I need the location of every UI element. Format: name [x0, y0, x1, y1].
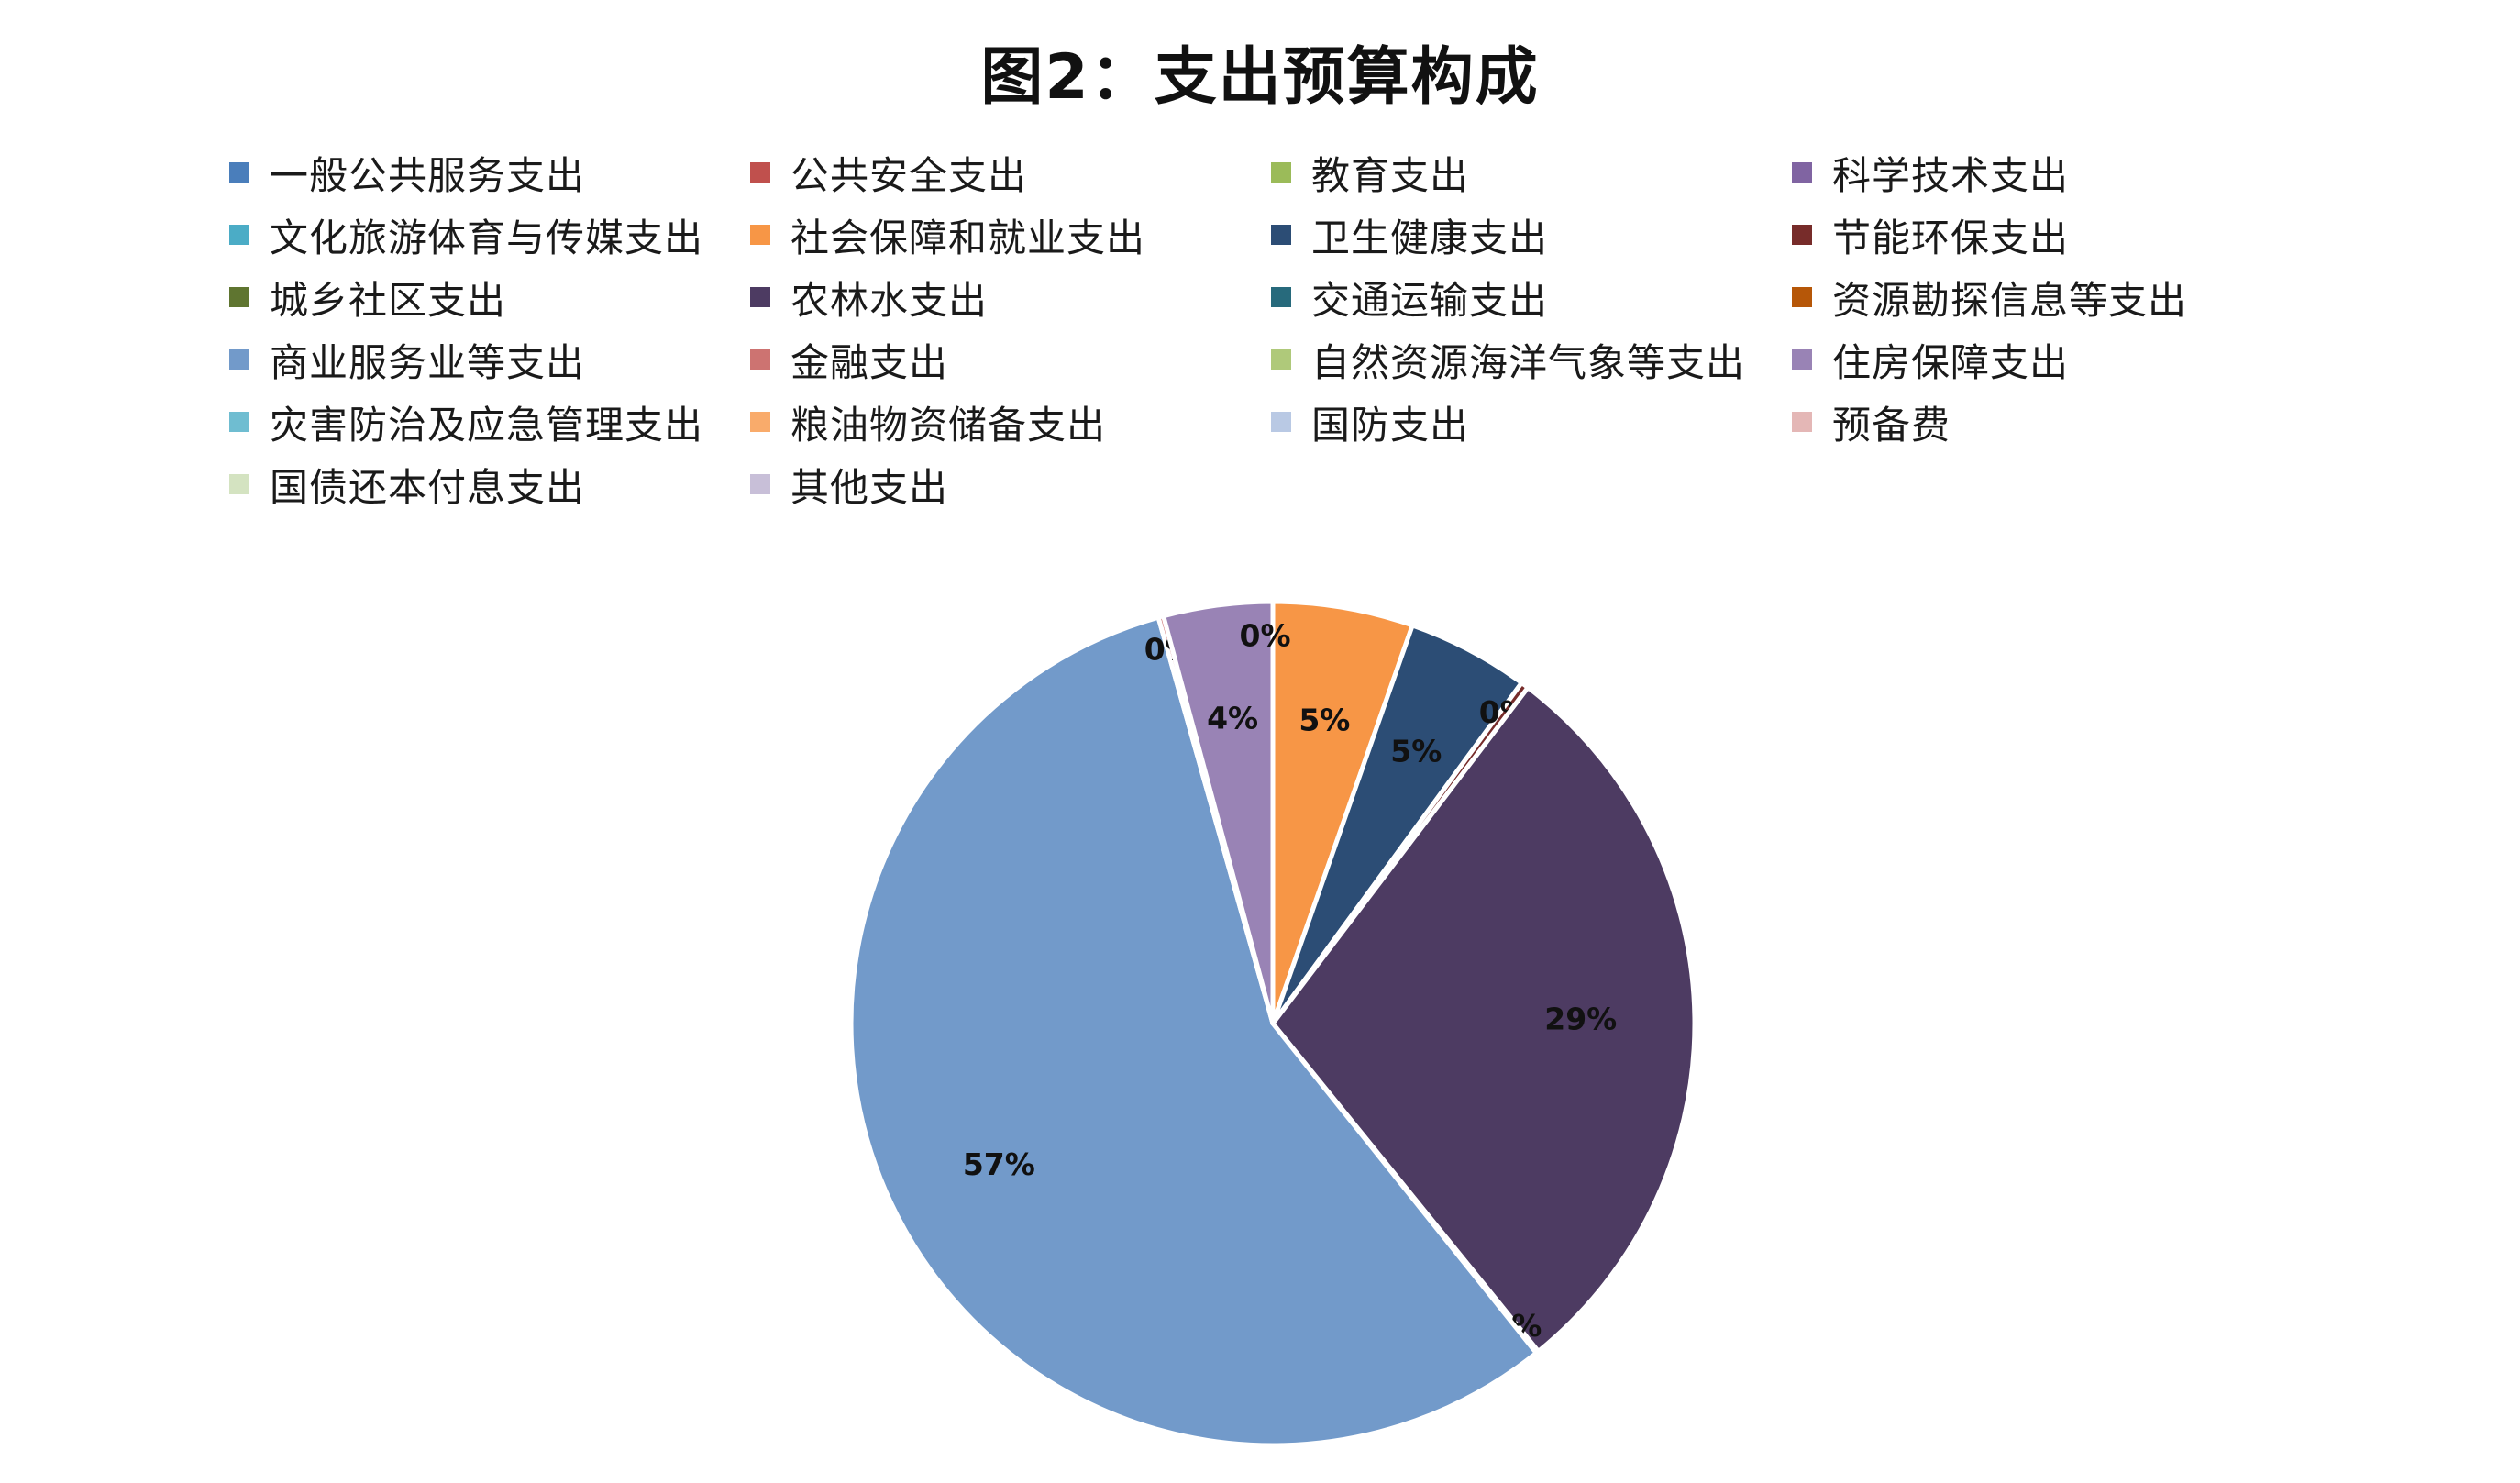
legend-label: 节能环保支出 [1832, 215, 2070, 260]
legend-swatch [1271, 162, 1291, 183]
legend-label: 卫生健康支出 [1311, 215, 1549, 260]
legend-swatch [229, 225, 249, 245]
legend-swatch [750, 225, 770, 245]
legend-swatch [1792, 225, 1812, 245]
legend-item: 住房保障支出 [1792, 334, 2069, 385]
legend-label: 教育支出 [1311, 152, 1470, 198]
legend-swatch [1271, 349, 1291, 370]
legend-item: 教育支出 [1271, 147, 1469, 198]
legend-label: 公共安全支出 [790, 152, 1028, 198]
legend-item: 灾害防治及应急管理支出 [229, 396, 703, 448]
pie-slice [1161, 599, 1276, 1026]
legend-swatch [750, 412, 770, 432]
legend-item: 公共安全支出 [750, 147, 1027, 198]
pie-slice [1270, 685, 1697, 1354]
legend-label: 资源勘探信息等支出 [1832, 277, 2188, 323]
legend-item: 交通运输支出 [1271, 271, 1548, 323]
legend-item: 国防支出 [1271, 396, 1469, 448]
legend-label: 科学技术支出 [1832, 152, 2070, 198]
legend-label: 灾害防治及应急管理支出 [270, 402, 704, 448]
legend-label: 自然资源海洋气象等支出 [1311, 339, 1746, 385]
legend-item: 城乡社区支出 [229, 271, 506, 323]
legend-swatch [229, 349, 249, 370]
legend-swatch [229, 162, 249, 183]
legend-item: 预备费 [1792, 396, 1951, 448]
legend-swatch [1792, 412, 1812, 432]
legend-swatch [1271, 412, 1291, 432]
pie-slice [848, 614, 1539, 1448]
data-label: 0% [1240, 617, 1291, 653]
legend-item: 文化旅游体育与传媒支出 [229, 209, 703, 260]
chart-title: 图2：支出预算构成 [980, 41, 1540, 114]
data-label: 29% [1544, 1001, 1617, 1036]
legend-item: 节能环保支出 [1792, 209, 2069, 260]
legend-item: 国债还本付息支出 [229, 459, 585, 510]
legend-item: 金融支出 [750, 334, 948, 385]
legend-swatch [750, 349, 770, 370]
legend-item: 商业服务业等支出 [229, 334, 585, 385]
data-label: 57% [963, 1146, 1035, 1182]
legend-label: 其他支出 [790, 464, 949, 510]
legend-label: 商业服务业等支出 [270, 339, 586, 385]
legend-item: 粮油物资储备支出 [750, 396, 1106, 448]
legend-swatch [1271, 225, 1291, 245]
legend-swatch [750, 474, 770, 494]
legend-swatch [229, 474, 249, 494]
legend-label: 农林水支出 [790, 277, 989, 323]
legend-item: 卫生健康支出 [1271, 209, 1548, 260]
legend-label: 粮油物资储备支出 [790, 402, 1107, 448]
legend-label: 预备费 [1832, 402, 1951, 448]
legend-label: 金融支出 [790, 339, 949, 385]
legend-swatch [750, 162, 770, 183]
legend-label: 一般公共服务支出 [270, 152, 586, 198]
legend-swatch [229, 412, 249, 432]
legend-item: 资源勘探信息等支出 [1792, 271, 2187, 323]
legend-label: 国防支出 [1311, 402, 1470, 448]
legend-swatch [1792, 162, 1812, 183]
legend-label: 交通运输支出 [1311, 277, 1549, 323]
legend-swatch [229, 287, 249, 307]
legend-swatch [1271, 287, 1291, 307]
legend-item: 社会保障和就业支出 [750, 209, 1145, 260]
data-label: 5% [1390, 733, 1442, 769]
legend-swatch [750, 287, 770, 307]
legend-item: 其他支出 [750, 459, 948, 510]
legend-label: 住房保障支出 [1832, 339, 2070, 385]
legend-item: 农林水支出 [750, 271, 988, 323]
legend-label: 文化旅游体育与传媒支出 [270, 215, 704, 260]
legend-label: 国债还本付息支出 [270, 464, 586, 510]
data-label: 4% [1207, 701, 1258, 736]
legend-swatch [1792, 349, 1812, 370]
legend-item: 自然资源海洋气象等支出 [1271, 334, 1745, 385]
legend-swatch [1792, 287, 1812, 307]
legend-label: 社会保障和就业支出 [790, 215, 1146, 260]
legend-label: 城乡社区支出 [270, 277, 507, 323]
legend-item: 一般公共服务支出 [229, 147, 585, 198]
data-label: 5% [1299, 702, 1350, 737]
legend-item: 科学技术支出 [1792, 147, 2069, 198]
